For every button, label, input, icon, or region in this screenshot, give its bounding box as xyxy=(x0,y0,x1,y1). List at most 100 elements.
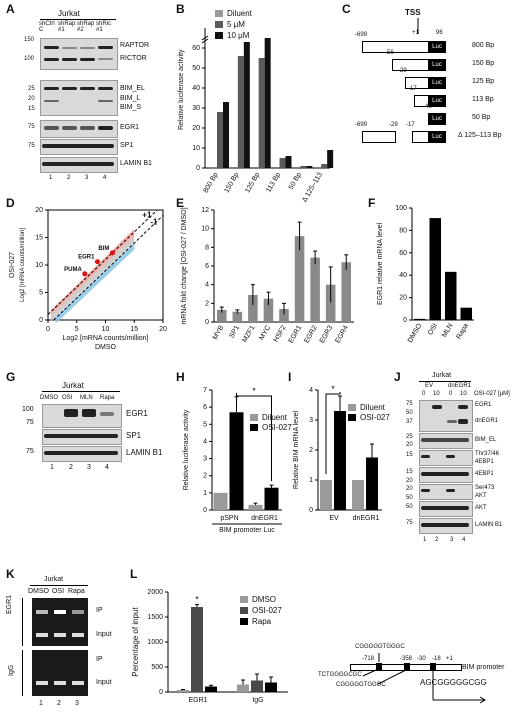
panel-a-mw-5: 15 xyxy=(28,106,35,112)
i-bar xyxy=(352,480,364,510)
d-ylabel-2: Log2 [mRNA counts/million] xyxy=(20,228,26,302)
i-ytick-label: 1 xyxy=(309,477,313,484)
i-xtick-label: dnEGR1 xyxy=(353,515,380,522)
i-legend-swatch xyxy=(348,414,356,421)
d-line-minus1 xyxy=(53,215,164,321)
construct-6-label: Δ 125–113 Bp xyxy=(458,132,502,139)
panel-k-input-1: Input xyxy=(96,631,112,638)
h-ytick-label: 2 xyxy=(203,473,207,480)
l-legend-label: Rapa xyxy=(252,617,272,626)
panel-a-egr1: EGR1 xyxy=(120,124,140,131)
construct-5-luc: Luc xyxy=(428,113,446,125)
panel-k-lane-2: OSI xyxy=(52,588,65,595)
panel-a-lamin: LAMIN B1 xyxy=(120,160,152,167)
d-line-label-plus1: +1 xyxy=(142,211,152,220)
panel-a-mw-1: 150 xyxy=(24,37,35,43)
construct-2-label: 150 Bp xyxy=(472,60,495,67)
h-bar xyxy=(264,487,279,510)
e-bar xyxy=(263,298,274,322)
construct-4-start: -17 xyxy=(408,86,417,92)
b-bar xyxy=(327,150,334,168)
b-bar xyxy=(217,112,223,168)
l-bar xyxy=(251,680,263,692)
d-mid-cloud xyxy=(50,236,135,322)
e-bar xyxy=(279,308,289,322)
l-ylabel: Percentage of input xyxy=(131,607,140,677)
k-gel-igg xyxy=(32,650,88,696)
panel-j-mw-6: 15 xyxy=(406,452,413,458)
panel-j-pser: Ser473 xyxy=(475,485,495,491)
d-ytick-label: 15 xyxy=(35,235,43,242)
l-site-3 xyxy=(430,663,436,670)
b-ytick-label: 20 xyxy=(192,125,200,132)
i-ytick-label: 4 xyxy=(309,387,313,394)
h-ytick-label: 6 xyxy=(203,404,207,411)
panel-j-mw-2: 50 xyxy=(406,410,413,416)
d-xtick-label: 0 xyxy=(46,326,50,333)
panel-k-input-2: Input xyxy=(96,679,112,686)
blot-egr1 xyxy=(40,120,118,138)
construct-3-start: -29 xyxy=(398,68,407,74)
i-legend-swatch xyxy=(348,404,356,411)
l-pos-1: -718 xyxy=(362,656,375,662)
i-bar xyxy=(334,411,346,510)
panel-j-mw-10: 50 xyxy=(406,495,413,501)
d-xtick-label: 15 xyxy=(130,326,138,333)
i-legend-label: Diluent xyxy=(360,403,386,412)
panel-a-bim-el: BIM_EL xyxy=(120,85,145,92)
f-ytick-label: 100 xyxy=(395,205,407,212)
e-bar xyxy=(248,294,258,322)
b-ylabel: Relative luciferase activity xyxy=(178,49,185,130)
e-ytick-label: 8 xyxy=(205,244,209,251)
i-legend-label: OSI-027 xyxy=(360,413,390,422)
panel-g-lane-3: MLN xyxy=(80,395,93,401)
d-line-label-minus1: -1 xyxy=(150,217,158,226)
b-legend-swatch xyxy=(215,21,223,28)
panel-g-lanenum-4: 4 xyxy=(105,464,109,471)
f-bar xyxy=(460,307,472,320)
l-pos-3: -30 xyxy=(417,656,426,662)
f-bar xyxy=(445,271,457,320)
panel-j-lanenum-1: 1 xyxy=(423,537,427,543)
h-bar xyxy=(213,492,228,510)
panel-k-lanenum-2: 2 xyxy=(57,700,61,707)
k-gel-egr1 xyxy=(32,598,88,646)
panel-k-ip-2: IP xyxy=(96,656,103,663)
construct-4-luc: Luc xyxy=(428,95,446,107)
d-xlabel-2: DMSO xyxy=(95,344,117,351)
panel-g-mw-3: 75 xyxy=(26,448,34,455)
h-bar xyxy=(248,504,263,510)
panel-a-lane-2: shRap #1 xyxy=(58,21,76,33)
b-legend-label: Diluent xyxy=(227,9,253,18)
l-ytick-label: 500 xyxy=(151,664,163,671)
panel-g-mw-1: 100 xyxy=(22,406,34,413)
panel-label-l: L xyxy=(130,567,138,581)
panel-g-egr1: EGR1 xyxy=(126,409,148,418)
b-bar xyxy=(258,58,265,168)
panel-k-lane-1: DMSO xyxy=(28,588,49,595)
h-ytick-label: 1 xyxy=(203,490,207,497)
h-ytick-label: 3 xyxy=(203,456,207,463)
b-bar xyxy=(243,42,250,168)
l-legend-label: OSI-027 xyxy=(252,606,282,615)
e-ytick-label: 12 xyxy=(201,207,209,214)
panel-j-mw-12: 75 xyxy=(406,520,413,526)
panel-g-cell-line: Jurkat xyxy=(62,381,84,390)
d-xtick-label: 10 xyxy=(102,326,110,333)
l-ytick-label: 0 xyxy=(159,689,163,696)
d-ytick-label: 5 xyxy=(39,290,43,297)
d-point-label: BIM xyxy=(98,246,109,252)
l-sig-star: * xyxy=(195,595,199,605)
b-ytick-label: 30 xyxy=(192,105,200,112)
b-bar xyxy=(237,56,244,168)
b-ytick-label: 50 xyxy=(192,65,200,72)
b-bar xyxy=(321,164,328,168)
panel-label-e: E xyxy=(176,196,185,210)
h-xtick-label: dnEGR1 xyxy=(251,515,278,522)
l-seq-4: AGCGGGGGCGG xyxy=(420,678,487,687)
h-legend-label: OSI-027 xyxy=(262,423,292,432)
panel-j-mw-4: 25 xyxy=(406,434,413,440)
l-bar xyxy=(177,690,189,692)
i-sig-bracket xyxy=(325,392,341,474)
blot-raptor-rictor xyxy=(40,38,118,70)
